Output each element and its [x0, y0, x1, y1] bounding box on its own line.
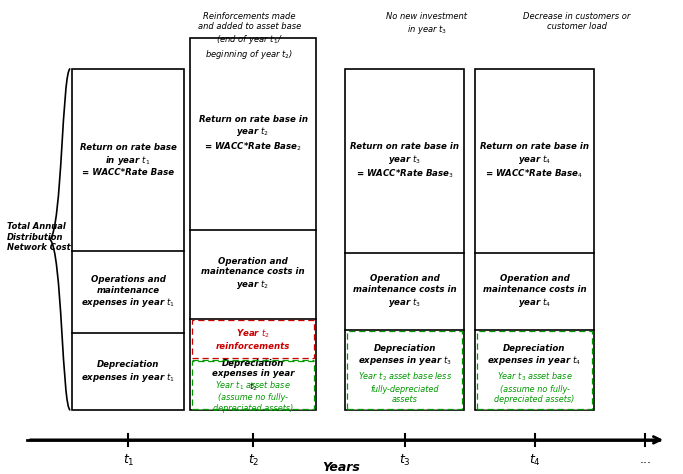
Text: ...: ... [639, 453, 652, 466]
Text: Depreciation
expenses in year $t_1$: Depreciation expenses in year $t_1$ [81, 360, 175, 383]
Bar [345, 69, 464, 410]
Text: Depreciation
expenses in year $t_4$: Depreciation expenses in year $t_4$ [488, 344, 581, 367]
Text: Year $t_2$ asset base less
fully-depreciated
assets: Year $t_2$ asset base less fully-depreci… [358, 371, 451, 404]
Text: Depreciation
expenses in year
$t_2$: Depreciation expenses in year $t_2$ [212, 359, 294, 392]
Text: Depreciation
expenses in year $t_3$: Depreciation expenses in year $t_3$ [358, 344, 451, 367]
Text: $t_2$: $t_2$ [248, 453, 259, 468]
Bar [475, 69, 594, 410]
Bar [190, 38, 316, 410]
Text: Return on rate base in
year $t_3$
= WACC*Rate Base$_3$: Return on rate base in year $t_3$ = WACC… [350, 142, 459, 180]
Bar [72, 69, 184, 410]
Text: Reinforcements made
and added to asset base
(end of year $t_1$/
beginning of yea: Reinforcements made and added to asset b… [197, 12, 301, 61]
Text: Operation and
maintenance costs in
year $t_3$: Operation and maintenance costs in year … [353, 274, 456, 309]
Text: $t_3$: $t_3$ [399, 453, 411, 468]
Text: Operation and
maintenance costs in
year $t_2$: Operation and maintenance costs in year … [201, 257, 305, 292]
Text: Return on rate base in
year $t_4$
= WACC*Rate Base$_4$: Return on rate base in year $t_4$ = WACC… [480, 142, 589, 180]
Text: Operations and
maintenance
expenses in year $t_1$: Operations and maintenance expenses in y… [81, 275, 175, 310]
Bar [192, 320, 314, 358]
Text: Decrease in customers or
customer load: Decrease in customers or customer load [523, 12, 631, 31]
Text: $t_1$: $t_1$ [122, 453, 135, 468]
Text: Return on rate base in
year $t_2$
= WACC*Rate Base$_2$: Return on rate base in year $t_2$ = WACC… [199, 115, 307, 153]
Bar [477, 331, 592, 409]
Text: Year $t_3$ asset base
(assume no fully-
depreciated assets): Year $t_3$ asset base (assume no fully- … [494, 371, 574, 404]
Text: Total Annual
Distribution
Network Cost: Total Annual Distribution Network Cost [7, 222, 70, 252]
Text: Return on rate base
in year $t_1$
= WACC*Rate Base: Return on rate base in year $t_1$ = WACC… [80, 143, 176, 177]
Text: $t_4$: $t_4$ [529, 453, 541, 468]
Text: Year $t_2$
reinforcements: Year $t_2$ reinforcements [216, 328, 290, 351]
Text: Operation and
maintenance costs in
year $t_4$: Operation and maintenance costs in year … [483, 274, 586, 309]
Text: Years: Years [322, 461, 361, 474]
Text: Year $t_1$ asset base
(assume no fully-
depreciated assets): Year $t_1$ asset base (assume no fully- … [213, 379, 293, 412]
Text: No new investment
in year $t_3$: No new investment in year $t_3$ [387, 12, 467, 36]
Bar [347, 331, 462, 409]
Bar [192, 361, 314, 409]
